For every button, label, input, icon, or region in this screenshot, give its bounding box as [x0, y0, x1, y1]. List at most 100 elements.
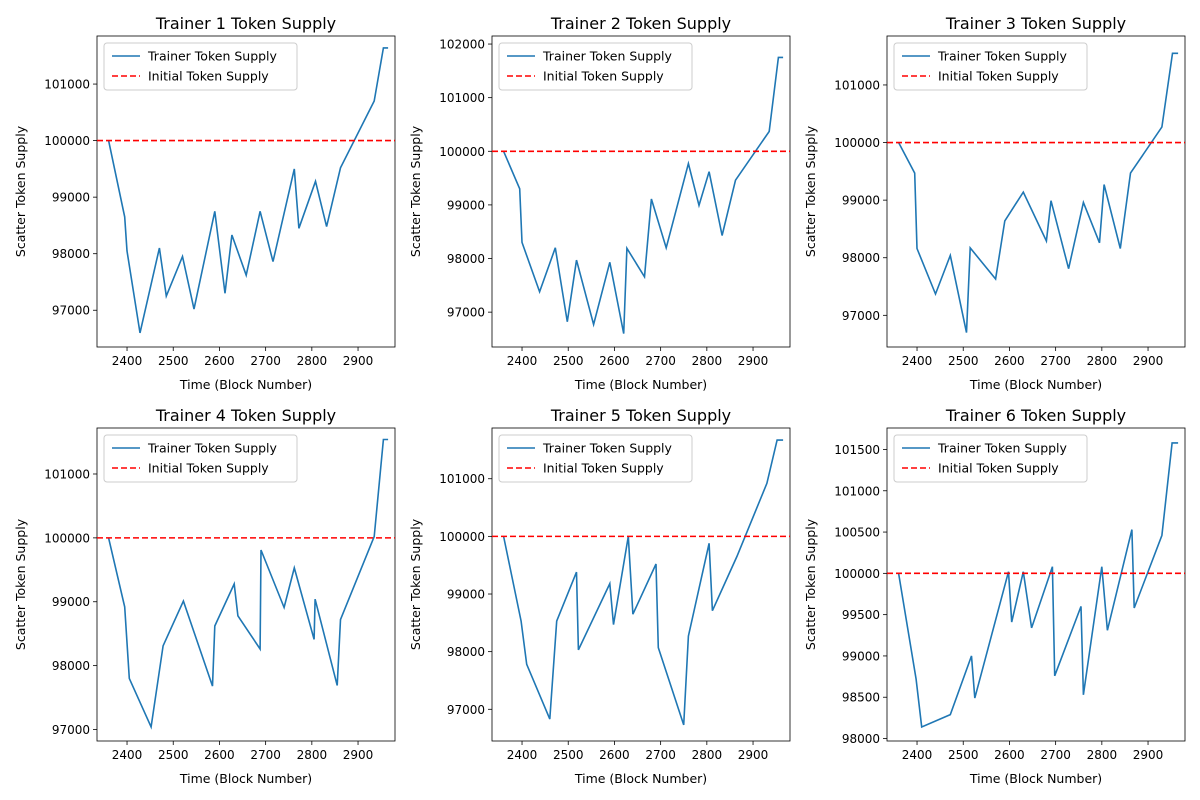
legend: Trainer Token Supply Initial Token Supply	[103, 42, 298, 91]
legend-entry-initial: Initial Token Supply	[938, 461, 1059, 476]
x-axis-label: Time (Block Number)	[179, 771, 312, 786]
x-tick-label: 2900	[343, 354, 374, 368]
y-tick-label: 100000	[44, 134, 90, 148]
x-tick-label: 2800	[1087, 354, 1118, 368]
y-tick-label: 98000	[52, 247, 90, 261]
legend: Trainer Token Supply Initial Token Supply	[498, 42, 693, 91]
legend-entry-initial: Initial Token Supply	[938, 69, 1059, 84]
x-tick-label: 2700	[645, 748, 676, 762]
legend-box	[498, 434, 693, 483]
chart-title: Trainer 3 Token Supply	[945, 14, 1126, 33]
series-line-trainer-token-supply	[897, 442, 1179, 729]
x-axis-label: Time (Block Number)	[179, 377, 312, 392]
x-tick-label: 2900	[738, 748, 769, 762]
y-tick-label: 99000	[52, 595, 90, 609]
y-tick-label: 98500	[842, 691, 880, 705]
series-line-trainer-token-supply	[502, 439, 784, 726]
y-axis-label: Scatter Token Supply	[408, 125, 423, 257]
y-tick-label: 97000	[447, 703, 485, 717]
legend-entry-initial: Initial Token Supply	[148, 69, 269, 84]
legend-entry-trainer: Trainer Token Supply	[147, 441, 278, 456]
legend-box	[893, 434, 1088, 483]
x-tick-label: 2400	[902, 354, 933, 368]
y-axis-label: Scatter Token Supply	[803, 518, 818, 650]
legend: Trainer Token Supply Initial Token Supply	[893, 434, 1088, 483]
y-tick-label: 99000	[842, 649, 880, 663]
x-tick-label: 2800	[1087, 748, 1118, 762]
y-tick-label: 97000	[447, 306, 485, 320]
y-tick-label: 99000	[842, 194, 880, 208]
subplot-trainer-6: Trainer 6 Token Supply 2400 2500 2600 2700 28…	[803, 406, 1186, 786]
plot-frame	[96, 35, 396, 348]
y-tick-label: 97000	[52, 304, 90, 318]
x-tick-label: 2700	[250, 354, 281, 368]
legend: Trainer Token Supply Initial Token Supply	[893, 42, 1088, 91]
plot-frame	[491, 427, 791, 742]
y-tick-label: 98000	[842, 251, 880, 265]
x-tick-label: 2700	[1040, 748, 1071, 762]
x-tick-label: 2900	[343, 748, 374, 762]
legend-entry-initial: Initial Token Supply	[148, 461, 269, 476]
x-tick-label: 2900	[738, 354, 769, 368]
y-tick-label: 99000	[52, 191, 90, 205]
x-axis-label: Time (Block Number)	[574, 771, 707, 786]
chart-title: Trainer 2 Token Supply	[550, 14, 731, 33]
legend-entry-initial: Initial Token Supply	[543, 461, 664, 476]
subplot-trainer-5: Trainer 5 Token Supply 2400 2500 2600 2700 28…	[408, 406, 791, 786]
series-line-trainer-token-supply	[107, 47, 389, 334]
legend-entry-trainer: Trainer Token Supply	[937, 441, 1068, 456]
chart-title: Trainer 5 Token Supply	[550, 406, 731, 425]
x-tick-label: 2700	[645, 354, 676, 368]
y-tick-label: 101000	[834, 78, 880, 92]
y-tick-label: 101000	[439, 472, 485, 486]
y-tick-label: 99500	[842, 608, 880, 622]
x-tick-label: 2400	[112, 354, 143, 368]
y-tick-label: 101000	[44, 78, 90, 92]
x-tick-label: 2500	[948, 748, 979, 762]
y-tick-label: 100000	[44, 531, 90, 545]
y-tick-label: 98000	[52, 659, 90, 673]
chart-title: Trainer 6 Token Supply	[945, 406, 1126, 425]
chart-title: Trainer 4 Token Supply	[155, 406, 336, 425]
x-tick-label: 2600	[994, 354, 1025, 368]
y-tick-label: 102000	[439, 38, 485, 52]
x-tick-label: 2600	[994, 748, 1025, 762]
plot-frame	[886, 427, 1186, 742]
x-tick-label: 2500	[158, 748, 189, 762]
x-tick-label: 2900	[1133, 748, 1164, 762]
x-tick-label: 2400	[507, 748, 538, 762]
chart-title: Trainer 1 Token Supply	[155, 14, 336, 33]
y-tick-label: 97000	[842, 309, 880, 323]
y-tick-label: 101000	[439, 91, 485, 105]
y-tick-label: 100500	[834, 526, 880, 540]
legend-entry-trainer: Trainer Token Supply	[542, 441, 673, 456]
legend-box	[498, 42, 693, 91]
x-tick-label: 2600	[599, 748, 630, 762]
x-tick-label: 2700	[1040, 354, 1071, 368]
x-tick-label: 2800	[692, 354, 723, 368]
x-tick-label: 2800	[692, 748, 723, 762]
legend: Trainer Token Supply Initial Token Supply	[498, 434, 693, 483]
legend: Trainer Token Supply Initial Token Supply	[103, 434, 298, 483]
x-tick-label: 2900	[1133, 354, 1164, 368]
y-tick-label: 101500	[834, 443, 880, 457]
x-tick-label: 2400	[902, 748, 933, 762]
x-tick-label: 2500	[158, 354, 189, 368]
legend-entry-trainer: Trainer Token Supply	[147, 49, 278, 64]
x-tick-label: 2500	[553, 354, 584, 368]
y-tick-label: 98000	[447, 645, 485, 659]
plot-frame	[886, 35, 1186, 348]
y-tick-label: 101000	[44, 467, 90, 481]
legend-box	[103, 434, 298, 483]
legend-entry-initial: Initial Token Supply	[543, 69, 664, 84]
y-tick-label: 98000	[447, 252, 485, 266]
legend-entry-trainer: Trainer Token Supply	[542, 49, 673, 64]
subplot-trainer-1: Trainer 1 Token Supply 2400 2500 2600 2700 28…	[13, 14, 396, 392]
series-line-trainer-token-supply	[897, 52, 1179, 333]
subplot-trainer-2: Trainer 2 Token Supply 2400 2500 2600 2700 28…	[408, 14, 791, 392]
legend-entry-trainer: Trainer Token Supply	[937, 49, 1068, 64]
y-tick-label: 100000	[834, 567, 880, 581]
x-axis-label: Time (Block Number)	[969, 377, 1102, 392]
x-tick-label: 2400	[507, 354, 538, 368]
y-tick-label: 101000	[834, 484, 880, 498]
